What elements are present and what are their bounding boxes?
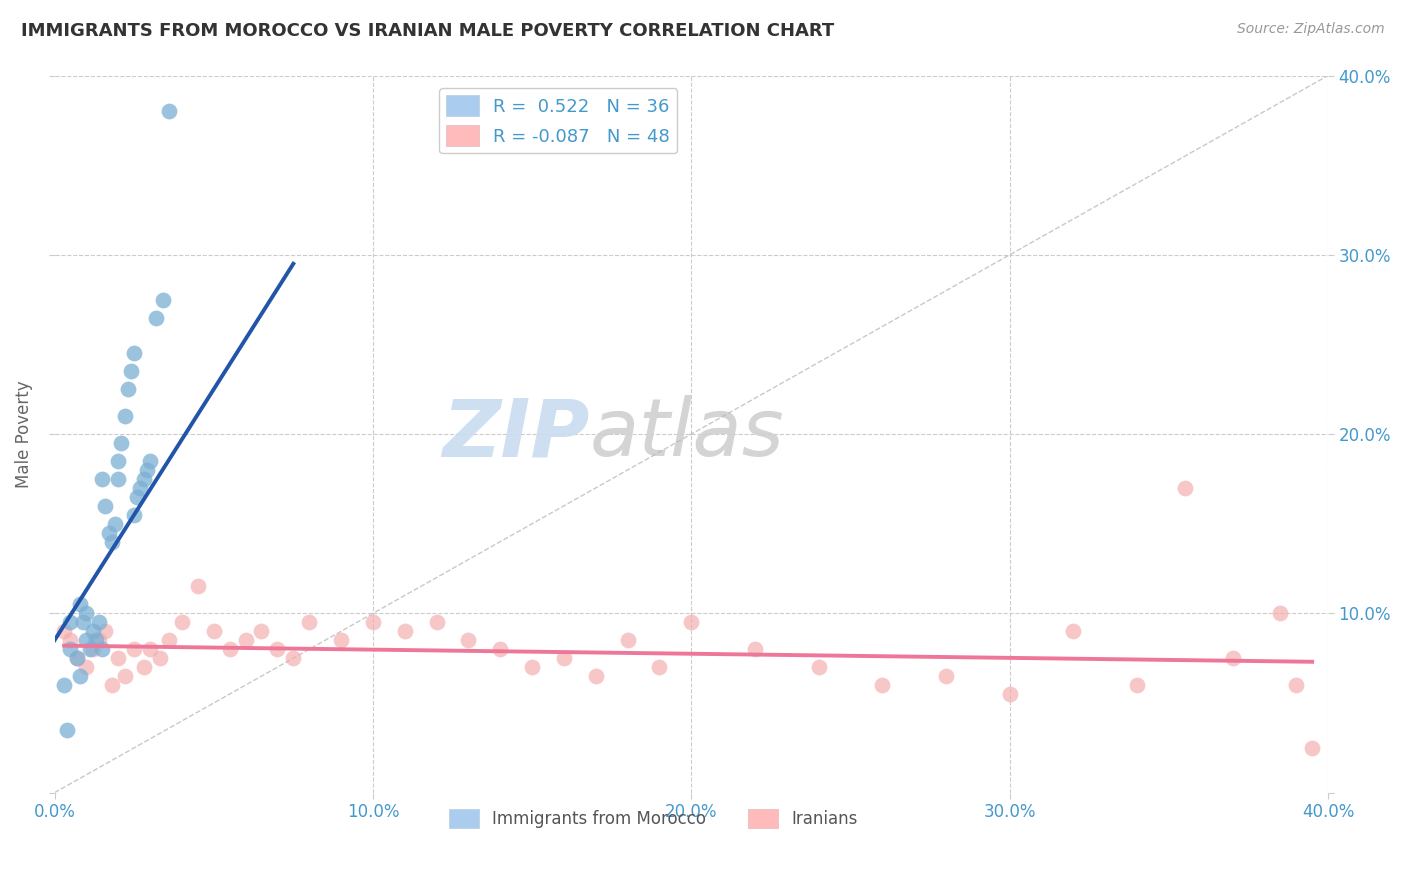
Point	[266, 642, 288, 657]
Point	[97, 525, 120, 540]
Point	[1301, 740, 1323, 755]
Point	[82, 624, 104, 639]
Point	[132, 472, 155, 486]
Point	[157, 104, 180, 119]
Point	[91, 642, 114, 657]
Point	[66, 651, 89, 665]
Point	[152, 293, 174, 307]
Text: IMMIGRANTS FROM MOROCCO VS IRANIAN MALE POVERTY CORRELATION CHART: IMMIGRANTS FROM MOROCCO VS IRANIAN MALE …	[21, 22, 834, 40]
Point	[283, 651, 305, 665]
Point	[139, 642, 162, 657]
Point	[120, 364, 142, 378]
Point	[117, 382, 139, 396]
Point	[744, 642, 766, 657]
Point	[94, 624, 117, 639]
Point	[998, 687, 1021, 701]
Point	[56, 723, 79, 737]
Point	[69, 598, 91, 612]
Point	[91, 472, 114, 486]
Point	[75, 607, 97, 621]
Point	[145, 310, 167, 325]
Point	[129, 481, 152, 495]
Legend: Immigrants from Morocco, Iranians: Immigrants from Morocco, Iranians	[441, 802, 865, 835]
Point	[127, 490, 149, 504]
Point	[59, 642, 82, 657]
Point	[218, 642, 240, 657]
Text: ZIP: ZIP	[441, 395, 589, 473]
Point	[87, 615, 110, 630]
Point	[66, 651, 89, 665]
Point	[135, 463, 157, 477]
Text: atlas: atlas	[589, 395, 785, 473]
Point	[807, 660, 830, 674]
Point	[681, 615, 703, 630]
Point	[935, 669, 957, 683]
Point	[170, 615, 193, 630]
Point	[75, 633, 97, 648]
Y-axis label: Male Poverty: Male Poverty	[15, 380, 32, 488]
Point	[72, 615, 94, 630]
Point	[616, 633, 638, 648]
Point	[553, 651, 575, 665]
Point	[457, 633, 479, 648]
Point	[1062, 624, 1084, 639]
Point	[101, 534, 124, 549]
Point	[53, 678, 76, 692]
Point	[53, 624, 76, 639]
Point	[69, 669, 91, 683]
Point	[235, 633, 257, 648]
Point	[1126, 678, 1149, 692]
Point	[122, 508, 145, 522]
Point	[79, 642, 101, 657]
Point	[157, 633, 180, 648]
Point	[187, 579, 209, 593]
Point	[1174, 481, 1197, 495]
Point	[585, 669, 607, 683]
Point	[872, 678, 894, 692]
Point	[648, 660, 671, 674]
Point	[426, 615, 449, 630]
Point	[250, 624, 273, 639]
Point	[139, 454, 162, 468]
Point	[82, 642, 104, 657]
Point	[59, 615, 82, 630]
Point	[122, 346, 145, 360]
Point	[1270, 607, 1292, 621]
Point	[107, 651, 129, 665]
Point	[298, 615, 321, 630]
Point	[132, 660, 155, 674]
Point	[202, 624, 225, 639]
Point	[107, 454, 129, 468]
Point	[330, 633, 353, 648]
Point	[361, 615, 384, 630]
Point	[107, 472, 129, 486]
Text: Source: ZipAtlas.com: Source: ZipAtlas.com	[1237, 22, 1385, 37]
Point	[75, 660, 97, 674]
Point	[110, 436, 132, 450]
Point	[104, 516, 127, 531]
Point	[489, 642, 512, 657]
Point	[149, 651, 172, 665]
Point	[84, 633, 107, 648]
Point	[101, 678, 124, 692]
Point	[114, 409, 136, 424]
Point	[122, 642, 145, 657]
Point	[394, 624, 416, 639]
Point	[1285, 678, 1308, 692]
Point	[1222, 651, 1244, 665]
Point	[87, 633, 110, 648]
Point	[59, 633, 82, 648]
Point	[94, 499, 117, 513]
Point	[520, 660, 543, 674]
Point	[114, 669, 136, 683]
